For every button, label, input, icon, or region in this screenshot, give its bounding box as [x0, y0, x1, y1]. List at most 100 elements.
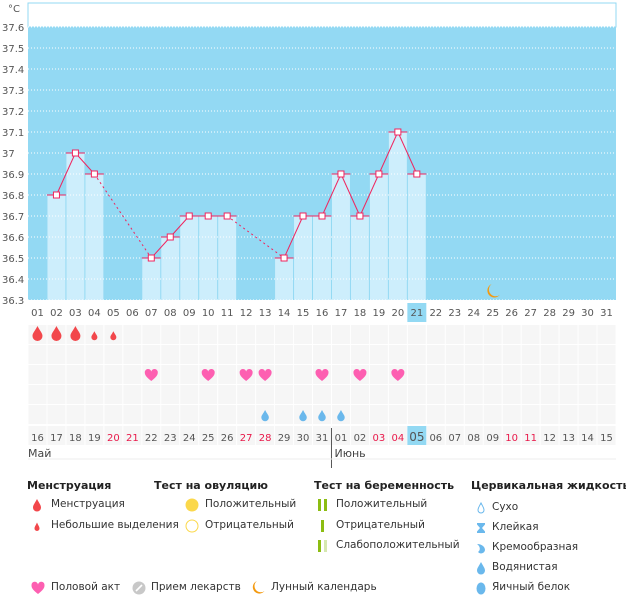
grid-cell — [161, 385, 180, 404]
grid-cell — [540, 325, 559, 344]
temperature-bar — [369, 174, 388, 300]
grid-cell — [47, 345, 66, 364]
cycle-day-label: 12 — [240, 308, 253, 319]
temperature-line-segment — [378, 131, 399, 175]
grid-cell — [578, 426, 597, 445]
cycle-day-label: 05 — [107, 308, 120, 319]
grid-cell — [199, 426, 218, 445]
temperature-point — [356, 212, 364, 220]
grid-cell — [161, 325, 180, 344]
cycle-day-label: 28 — [543, 308, 556, 319]
grid-cell — [388, 385, 407, 404]
temperature-bar — [66, 153, 85, 300]
grid-cell — [275, 405, 294, 424]
heart-icon — [144, 368, 158, 381]
grid-cell — [407, 365, 426, 384]
moon-icon — [252, 581, 265, 594]
grid-cell — [104, 405, 123, 424]
menstruation-drop-icon — [51, 326, 62, 342]
grid-cell — [142, 385, 161, 404]
temperature-point — [280, 254, 288, 262]
grid-cell — [331, 325, 350, 344]
date-label: 30 — [297, 433, 310, 444]
grid-cell — [66, 385, 85, 404]
legend-item: Отрицательный — [205, 519, 294, 531]
temperature-point — [166, 233, 174, 241]
grid-cell — [123, 345, 142, 364]
grid-cell — [313, 345, 331, 364]
grid-cell — [483, 405, 502, 424]
grid-cell — [142, 345, 161, 364]
temperature-point — [71, 149, 79, 157]
grid-cell — [350, 345, 369, 364]
grid-cell — [180, 325, 199, 344]
grid-cell — [47, 405, 66, 424]
y-tick-label: 36.7 — [2, 212, 24, 223]
grid-cell — [294, 426, 313, 445]
grid-cell — [313, 385, 331, 404]
date-label: 31 — [316, 433, 329, 444]
grid-cell — [275, 365, 294, 384]
ovulation-negative-icon — [185, 519, 199, 533]
date-label: 04 — [392, 433, 405, 444]
y-tick-label: 37.4 — [2, 65, 24, 76]
grid-cell — [521, 385, 540, 404]
ovulation-positive-icon — [185, 498, 199, 512]
grid-cell — [237, 325, 256, 344]
cycle-day-label: 21 — [410, 308, 423, 319]
spotting-drop-icon — [91, 331, 98, 341]
legend-item: Яичный белок — [492, 581, 571, 593]
temperature-point — [413, 170, 421, 178]
legend-pregnancy-title: Тест на беременность — [314, 479, 455, 492]
menstruation-drop-icon — [32, 326, 43, 342]
pregnancy-negative-icon — [321, 520, 324, 532]
legend-item: Отрицательный — [336, 519, 425, 531]
grid-cell — [313, 426, 331, 445]
moon-icon — [487, 284, 500, 298]
grid-cell — [331, 426, 350, 445]
grid-cell — [256, 345, 275, 364]
temperature-bar — [350, 216, 369, 300]
cycle-day-label: 07 — [145, 308, 158, 319]
legend-item: Слабоположительный — [336, 539, 460, 551]
temperature-bar — [161, 237, 180, 300]
grid-cell — [502, 365, 521, 384]
date-label: 24 — [183, 433, 196, 444]
month-label: Июнь — [334, 447, 365, 460]
grid-cell — [275, 325, 294, 344]
grid-cell — [275, 345, 294, 364]
watery-icon — [299, 410, 307, 422]
cycle-day-label: 11 — [221, 308, 234, 319]
spotting-drop-icon — [110, 331, 117, 341]
pregnancy-faint-icon — [318, 540, 327, 552]
grid-cell — [540, 365, 559, 384]
grid-cell — [464, 426, 483, 445]
grid-cell — [47, 426, 66, 445]
cycle-day-label: 27 — [524, 308, 537, 319]
grid-cell — [104, 345, 123, 364]
temperature-point — [90, 170, 98, 178]
date-label: 17 — [50, 433, 63, 444]
grid-cell — [540, 426, 559, 445]
grid-cell — [237, 405, 256, 424]
date-label: 10 — [505, 433, 518, 444]
grid-cell — [123, 405, 142, 424]
grid-cell — [28, 405, 47, 424]
grid-cell — [464, 405, 483, 424]
legend-item: Положительный — [205, 498, 297, 510]
grid-cell — [445, 325, 464, 344]
cycle-day-label: 20 — [392, 308, 405, 319]
grid-cell — [331, 385, 350, 404]
grid-cell — [161, 365, 180, 384]
grid-cell — [237, 385, 256, 404]
grid-cell — [445, 365, 464, 384]
cycle-day-label: 10 — [202, 308, 215, 319]
cycle-day-label: 13 — [259, 308, 272, 319]
grid-cell — [407, 345, 426, 364]
grid-cell — [256, 385, 275, 404]
cycle-day-label: 25 — [486, 308, 499, 319]
grid-cell — [218, 405, 237, 424]
grid-cell — [180, 365, 199, 384]
date-label: 15 — [600, 433, 613, 444]
grid-cell — [521, 345, 540, 364]
